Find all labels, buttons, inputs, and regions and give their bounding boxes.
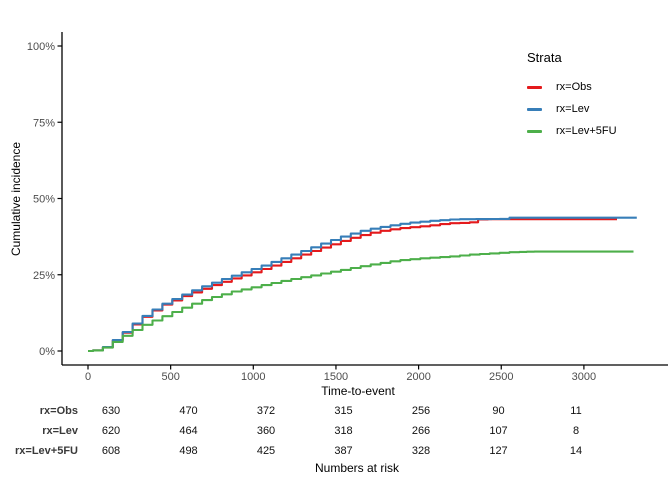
risk-value: 360	[256, 425, 276, 437]
x-tick-label: 1500	[324, 371, 348, 383]
x-axis-title: Time-to-event	[321, 384, 395, 398]
legend-key-line	[527, 85, 542, 89]
legend-item: rx=Obs	[527, 76, 617, 98]
legend-label: rx=Lev	[556, 103, 590, 115]
y-tick-label: 50%	[33, 194, 55, 206]
risk-value: 256	[411, 405, 431, 417]
curve-rx-lev	[88, 216, 637, 353]
risk-row-label: rx=Lev+5FU	[15, 445, 78, 457]
risk-value: 387	[334, 445, 353, 457]
x-tick-label: 2000	[406, 371, 430, 383]
legend-label: rx=Obs	[556, 81, 592, 93]
legend-key-line	[527, 129, 542, 133]
risk-value: 372	[256, 405, 276, 417]
x-tick-label: 2500	[489, 371, 513, 383]
risk-value: 315	[334, 405, 353, 417]
curve-rx-lev-5fu	[88, 250, 634, 353]
risk-value: 266	[411, 425, 431, 437]
legend-label: rx=Lev+5FU	[556, 125, 617, 137]
legend: Strata rx=Obs rx=Lev rx=Lev+5FU	[527, 50, 617, 142]
risk-row-label: rx=Lev	[42, 425, 78, 437]
risk-value: 498	[179, 445, 198, 457]
risk-value: 90	[492, 405, 505, 417]
x-tick-label: 3000	[572, 371, 596, 383]
legend-key-line	[527, 107, 542, 111]
y-tick-label: 75%	[33, 117, 55, 129]
curve-rx-obs	[88, 218, 617, 353]
risk-value: 630	[101, 405, 121, 417]
y-tick-label: 100%	[27, 41, 55, 53]
legend-items: rx=Obs rx=Lev rx=Lev+5FU	[527, 76, 617, 142]
legend-item: rx=Lev	[527, 98, 617, 120]
risk-value: 11	[570, 405, 582, 417]
risk-value: 328	[411, 445, 431, 457]
risk-row-label: rx=Obs	[39, 405, 78, 417]
risk-value: 425	[256, 445, 276, 457]
risk-value: 620	[101, 425, 121, 437]
y-tick-label: 0%	[39, 346, 55, 358]
legend-item: rx=Lev+5FU	[527, 120, 617, 142]
risk-value: 14	[569, 445, 583, 457]
risk-value: 470	[179, 405, 198, 417]
risk-value: 107	[489, 425, 508, 437]
risk-value: 464	[179, 425, 198, 437]
x-tick-label: 500	[161, 371, 179, 383]
legend-title: Strata	[527, 50, 562, 65]
risk-table-caption: Numbers at risk	[314, 461, 400, 475]
risk-value: 318	[334, 425, 353, 437]
x-tick-label: 1000	[241, 371, 265, 383]
y-tick-label: 25%	[33, 270, 55, 282]
y-axis-title: Cumulative incidence	[9, 141, 23, 257]
risk-value: 608	[101, 445, 121, 457]
x-tick-label: 0	[85, 371, 91, 383]
risk-value: 8	[572, 425, 580, 437]
risk-value: 127	[489, 445, 508, 457]
